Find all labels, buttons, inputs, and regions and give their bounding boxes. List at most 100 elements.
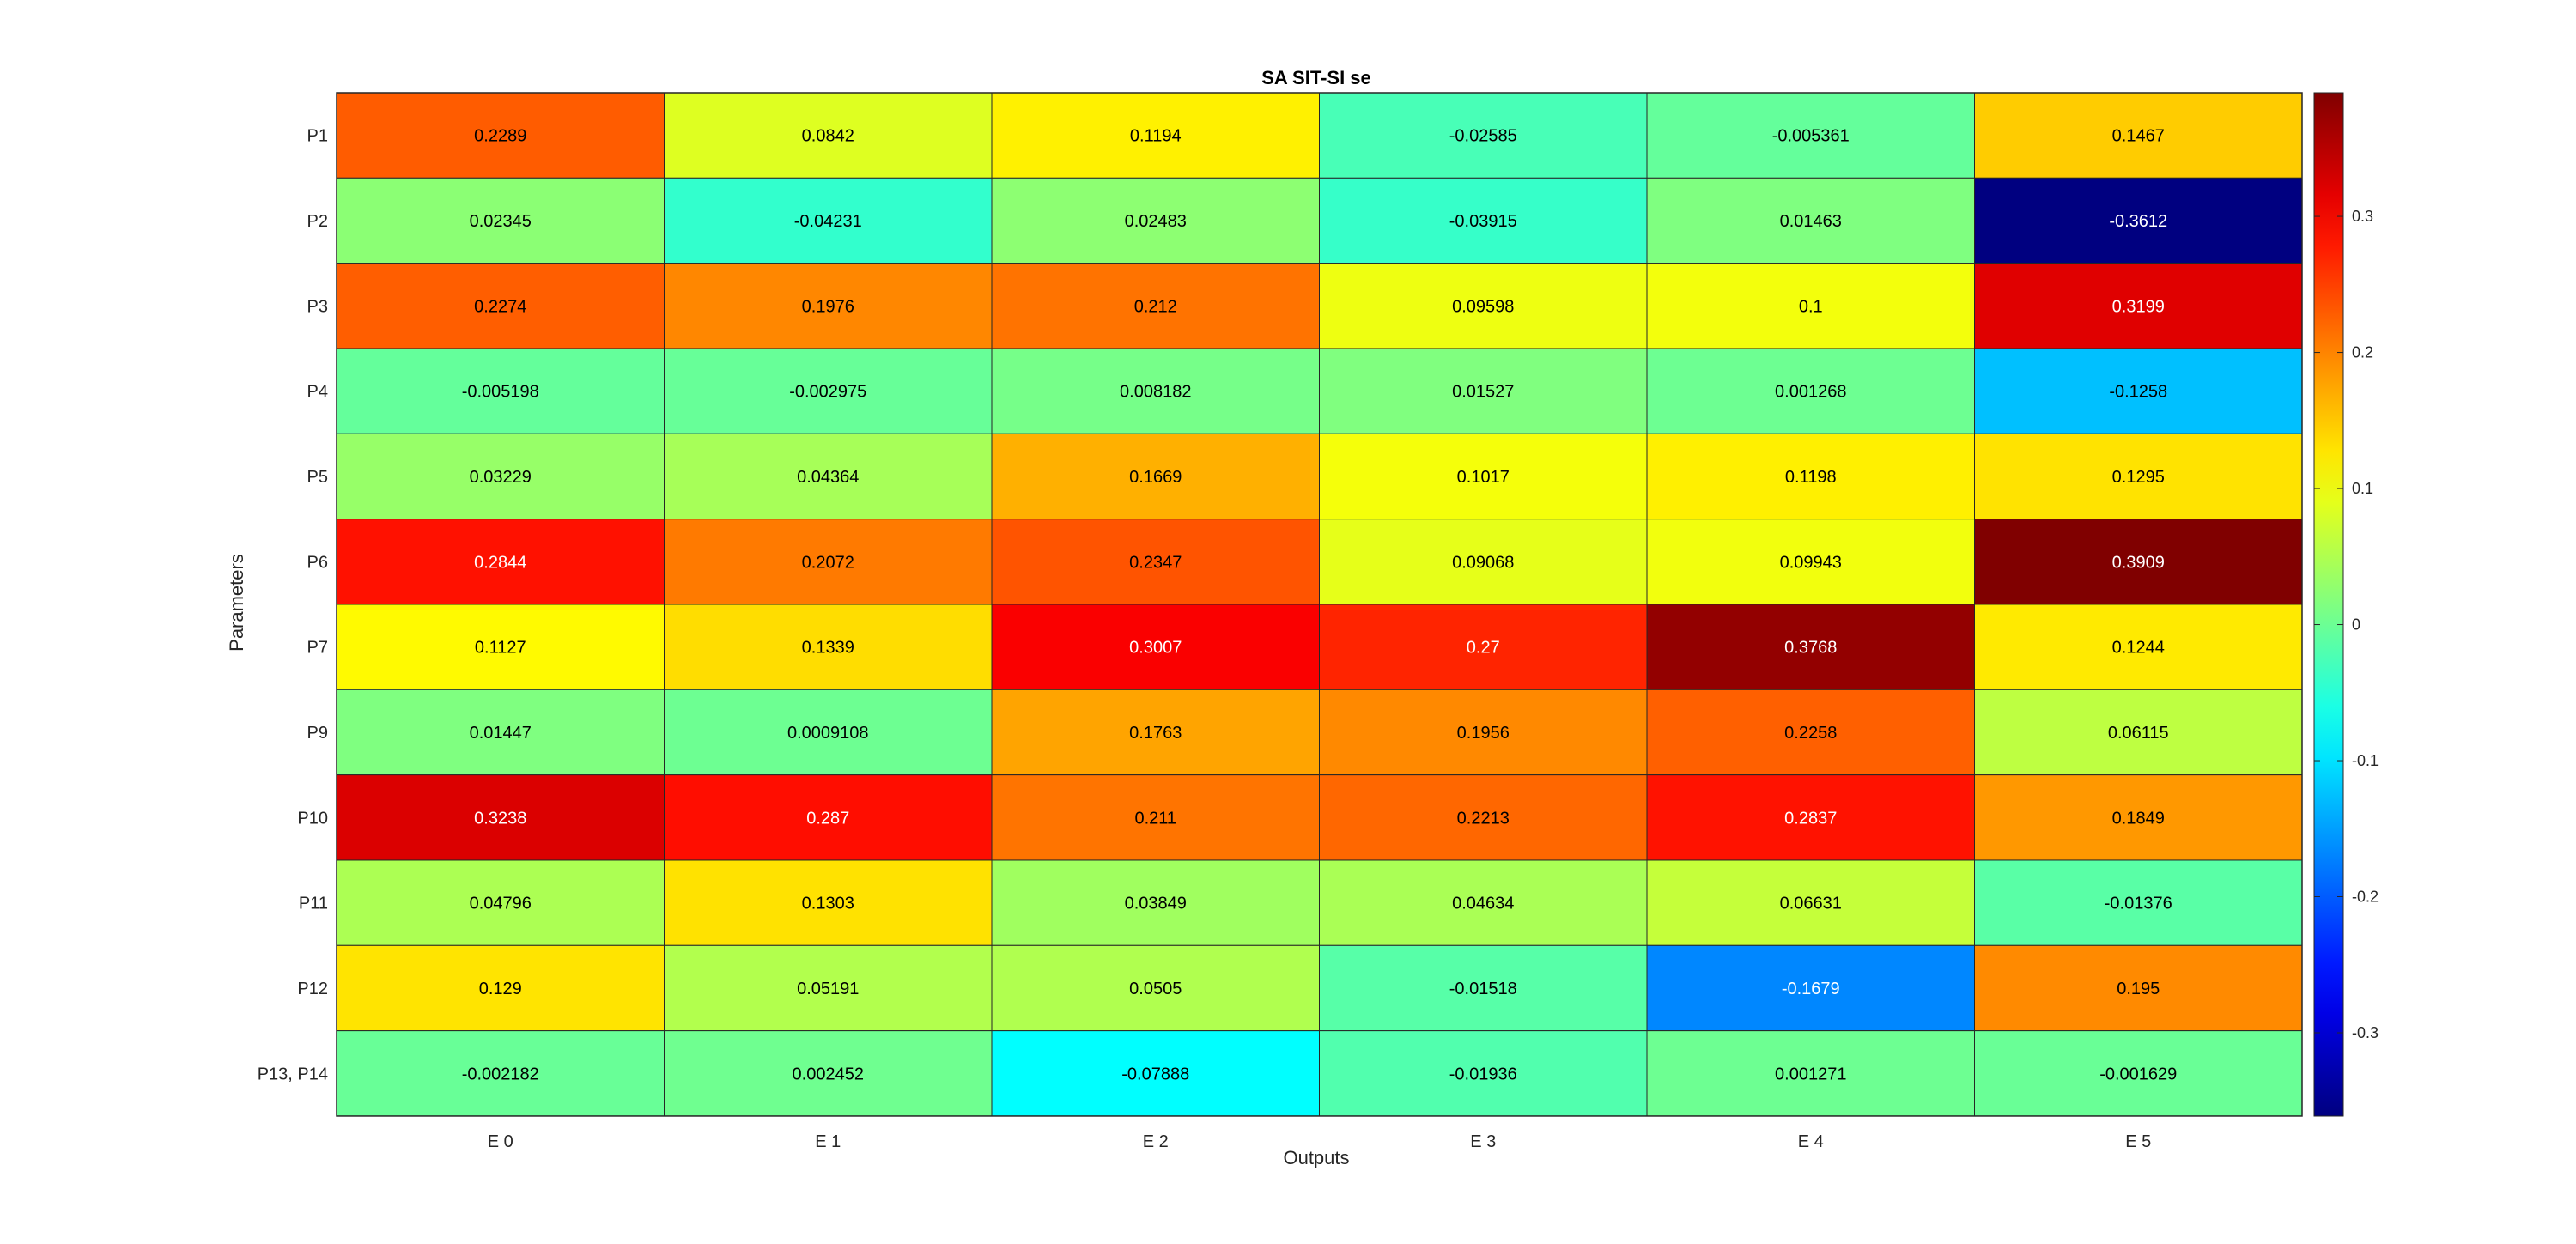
x-tick-label: E 0 (488, 1132, 513, 1151)
heatmap-cell-labels: 0.2289 0.0842 0.1194 -0.02585 -0.005361 0.146… (462, 127, 2178, 1084)
cell-value-label: 0.195 (2117, 980, 2160, 998)
heatmap-cell (336, 92, 665, 179)
cell-value-label: 0.1 (1799, 297, 1823, 316)
cell-value-label: 0.03229 (470, 468, 532, 487)
heatmap-cell (1974, 604, 2303, 690)
heatmap-cell (664, 263, 993, 349)
colorbar-tick-label: 0 (2352, 616, 2360, 634)
heatmap-cell (336, 944, 665, 1032)
cell-value-label: 0.1339 (802, 639, 854, 658)
cell-value-label: 0.1295 (2112, 468, 2165, 487)
cell-value-label: 0.03849 (1125, 895, 1187, 913)
heatmap-cell (664, 774, 993, 861)
heatmap-cell (1974, 177, 2303, 264)
cell-value-label: 0.09943 (1780, 553, 1842, 572)
heatmap-cell (1646, 689, 1975, 776)
heatmap-cell (664, 92, 993, 179)
cell-value-label: 0.1194 (1130, 127, 1182, 146)
cell-value-label: -0.02585 (1449, 127, 1517, 146)
x-tick-label: E 2 (1143, 1132, 1169, 1151)
heatmap-cell (1319, 263, 1648, 349)
y-tick-label: P3 (307, 297, 328, 316)
cell-value-label: 0.04364 (797, 468, 859, 487)
colorbar-tick-label: -0.2 (2352, 889, 2379, 906)
cell-value-label: 0.0009108 (787, 724, 869, 743)
heatmap-cell (1974, 263, 2303, 349)
cell-value-label: 0.01463 (1780, 212, 1842, 231)
y-axis-ticks: P1 P2 P3 P4 P5 P6 P7 P9 P10 P11 P12 P13, P14 (258, 127, 328, 1084)
cell-value-label: 0.05191 (797, 980, 859, 998)
cell-value-label: 0.01447 (470, 724, 532, 743)
heatmap-cell (991, 604, 1320, 690)
cell-value-label: -0.1679 (1782, 980, 1840, 998)
heatmap-cell (1319, 348, 1648, 434)
cell-value-label: -0.005361 (1772, 127, 1850, 146)
cell-value-label: -0.01518 (1449, 980, 1517, 998)
heatmap-cell (336, 519, 665, 605)
heatmap-cell (336, 859, 665, 946)
colorbar-tick-label: 0.1 (2352, 480, 2373, 497)
chart-title: SA SIT-SI se (1261, 67, 1371, 88)
colorbar-tick-label: -0.3 (2352, 1024, 2379, 1041)
cell-value-label: 0.02345 (470, 212, 532, 231)
heatmap-cell (991, 263, 1320, 349)
heatmap-cell (1319, 519, 1648, 605)
y-tick-label: P6 (307, 553, 328, 572)
heatmap-cell (1646, 263, 1975, 349)
cell-value-label: 0.287 (806, 809, 849, 828)
heatmap-cell (1319, 604, 1648, 690)
colorbar-gradient (2313, 92, 2344, 1117)
heatmap-cell (1974, 689, 2303, 776)
cell-value-label: 0.3199 (2112, 297, 2165, 316)
x-tick-label: E 3 (1470, 1132, 1496, 1151)
heatmap-cell (991, 433, 1320, 520)
cell-value-label: 0.1303 (802, 895, 854, 913)
colorbar: -0.3 -0.2 -0.1 0 0.1 0.2 0.3 (2313, 92, 2379, 1117)
heatmap-cell (336, 774, 665, 861)
cell-value-label: 0.001268 (1775, 383, 1846, 402)
cell-value-label: -0.01376 (2105, 895, 2172, 913)
cell-value-label: -0.1258 (2109, 383, 2167, 402)
cell-value-label: 0.2347 (1129, 553, 1182, 572)
heatmap-cell (1319, 177, 1648, 264)
y-tick-label: P1 (307, 127, 328, 146)
heatmap-cell (336, 433, 665, 520)
cell-value-label: 0.1198 (1785, 468, 1837, 487)
cell-value-label: 0.211 (1134, 809, 1176, 828)
y-tick-label: P12 (297, 980, 328, 998)
cell-value-label: 0.001271 (1775, 1065, 1846, 1083)
cell-value-label: 0.129 (479, 980, 522, 998)
y-axis-title: Parameters (226, 554, 247, 652)
cell-value-label: -0.04231 (794, 212, 862, 231)
heatmap-cell (664, 348, 993, 434)
cell-value-label: 0.09598 (1452, 297, 1514, 316)
cell-value-label: 0.1669 (1129, 468, 1182, 487)
heatmap-cell (1974, 944, 2303, 1032)
cell-value-label: 0.1849 (2112, 809, 2165, 828)
heatmap-cell (664, 944, 993, 1032)
x-axis-ticks: E 0 E 1 E 2 E 3 E 4 E 5 (488, 1132, 2152, 1151)
heatmap-cell (664, 1030, 993, 1117)
colorbar-tick-label: 0.3 (2352, 208, 2373, 225)
cell-value-label: 0.1017 (1457, 468, 1510, 487)
heatmap-cell (336, 348, 665, 434)
y-tick-label: P10 (297, 809, 328, 828)
cell-value-label: 0.3007 (1129, 639, 1182, 658)
heatmap-cell (1646, 859, 1975, 946)
y-tick-label: P2 (307, 212, 328, 231)
cell-value-label: -0.07888 (1121, 1065, 1189, 1083)
x-axis-title: Outputs (1283, 1147, 1349, 1168)
cell-value-label: 0.2072 (802, 553, 854, 572)
heatmap-cell (1319, 92, 1648, 179)
heatmap-cell (664, 604, 993, 690)
cell-value-label: 0.06631 (1780, 895, 1842, 913)
heatmap-cell (664, 177, 993, 264)
heatmap-cells (336, 92, 2303, 1117)
heatmap-cell (991, 1030, 1320, 1117)
heatmap-cell (664, 433, 993, 520)
colorbar-tick-label: -0.1 (2352, 752, 2379, 769)
cell-value-label: 0.27 (1467, 639, 1500, 658)
heatmap-cell (1974, 774, 2303, 861)
cell-value-label: 0.3909 (2112, 553, 2165, 572)
heatmap-cell (664, 689, 993, 776)
